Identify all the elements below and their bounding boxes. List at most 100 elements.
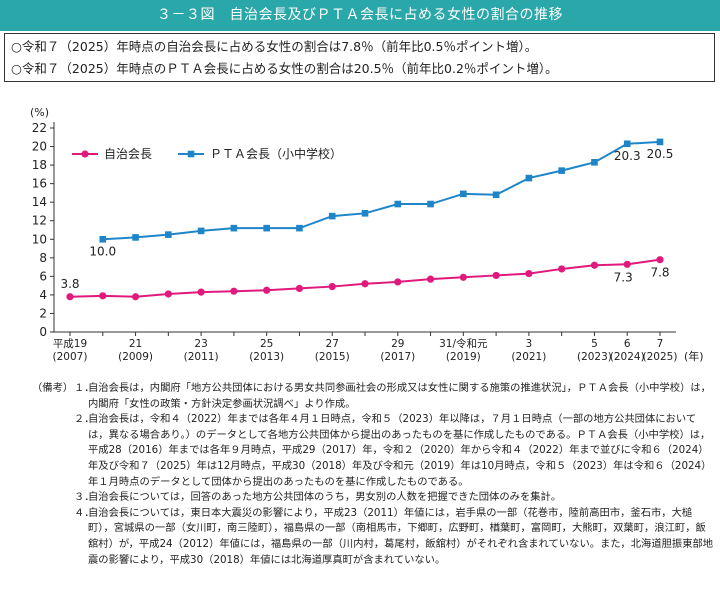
data-point xyxy=(623,140,631,148)
note-item: １． 自治会長は，内閣府「地方公共団体における男女共同参画社会の形成又は女性に関す… xyxy=(74,381,714,412)
note-text: 自治会長については，東日本大震災の影響により，平成23（2011）年値には，岩手… xyxy=(88,506,714,566)
y-tick-label: 2 xyxy=(39,306,47,320)
data-point xyxy=(230,224,238,232)
note-item: ４． 自治会長については，東日本大震災の影響により，平成23（2011）年値には，… xyxy=(74,506,714,568)
summary-line-1: ○令和７（2025）年時点の自治会長に占める女性の割合は7.8％（前年比0.5％… xyxy=(11,39,538,54)
note-text: 自治会長は，令和４（2022）年までは各年４月１日時点，令和５（2023）年以降… xyxy=(88,413,712,488)
data-label: 7.3 xyxy=(614,270,633,284)
data-point xyxy=(66,293,74,301)
data-point xyxy=(394,278,402,286)
y-tick-label: 6 xyxy=(39,269,47,283)
data-point xyxy=(656,256,664,264)
note-text: 自治会長については，回答のあった地方公共団体のうち，男女別の人数を把握できた団体… xyxy=(88,491,562,504)
data-label: 10.0 xyxy=(89,244,116,258)
x-tick-label: (2025) xyxy=(643,351,678,363)
data-label: 7.8 xyxy=(650,266,669,280)
y-axis-unit: (%) xyxy=(30,106,49,119)
x-tick-label: 25 xyxy=(260,338,273,350)
x-tick-label: (2009) xyxy=(118,351,153,363)
data-point xyxy=(132,234,139,241)
x-tick-label: (2019) xyxy=(446,351,481,363)
y-tick-label: 0 xyxy=(39,325,47,339)
y-tick-label: 10 xyxy=(32,232,47,246)
data-point xyxy=(459,273,467,281)
y-tick-label: 16 xyxy=(32,177,47,191)
data-point xyxy=(295,284,304,293)
data-point xyxy=(460,190,467,198)
series-line xyxy=(69,258,661,298)
x-tick-label: 3 xyxy=(526,338,533,350)
data-point xyxy=(263,286,271,294)
legend-label: 自治会長 xyxy=(104,147,152,161)
note-item: ２． 自治会長は，令和４（2022）年までは各年４月１日時点，令和５（2023）年… xyxy=(74,412,714,490)
data-point xyxy=(492,191,500,199)
data-point xyxy=(590,261,599,269)
y-tick-label: 4 xyxy=(39,288,47,302)
data-label: 20.3 xyxy=(614,149,641,163)
data-point xyxy=(361,280,369,288)
data-point xyxy=(197,227,205,235)
x-tick-label: 27 xyxy=(326,338,339,350)
notes-list: １． 自治会長は，内閣府「地方公共団体における男女共同参画社会の形成又は女性に関す… xyxy=(74,381,714,568)
figure-title: ３－３図 自治会長及びＰＴＡ会長に占める女性の割合の推移 xyxy=(0,0,720,31)
x-tick-label: (2015) xyxy=(315,351,350,363)
data-point xyxy=(591,159,598,166)
data-label: 20.5 xyxy=(647,147,674,161)
note-number: ３． xyxy=(74,491,95,504)
series-line xyxy=(102,140,661,241)
y-tick-label: 18 xyxy=(32,158,47,172)
x-tick-label: 5 xyxy=(591,338,598,350)
y-tick-label: 8 xyxy=(39,251,47,265)
x-tick-label: 21 xyxy=(129,338,142,350)
x-tick-label: (2021) xyxy=(511,351,546,363)
data-point xyxy=(197,288,205,296)
x-tick-label: (2013) xyxy=(249,351,284,363)
x-tick-label: (2017) xyxy=(380,351,415,363)
summary-line-2: ○令和７（2025）年時点のＰＴＡ会長に占める女性の割合は20.5％（前年比0.… xyxy=(11,61,558,76)
notes-lead: （備考） xyxy=(32,382,74,394)
x-tick-label: 29 xyxy=(391,338,404,350)
x-tick-label: 6 xyxy=(624,338,631,350)
data-point xyxy=(426,275,435,283)
data-point xyxy=(427,200,434,208)
data-point xyxy=(328,212,336,220)
data-point xyxy=(263,224,270,232)
y-tick-label: 12 xyxy=(32,214,47,228)
data-point xyxy=(558,167,565,174)
data-point xyxy=(558,265,566,273)
note-number: ４． xyxy=(74,506,95,519)
note-text: 自治会長は，内閣府「地方公共団体における男女共同参画社会の形成又は女性に関する施… xyxy=(88,382,711,410)
summary-box: ○令和７（2025）年時点の自治会長に占める女性の割合は7.8％（前年比0.5％… xyxy=(4,33,715,82)
data-point xyxy=(99,292,107,300)
data-point xyxy=(623,260,631,268)
data-point xyxy=(361,210,369,217)
x-tick-label: (2011) xyxy=(184,351,219,363)
data-point xyxy=(164,290,172,298)
data-point xyxy=(525,174,533,182)
x-tick-label: 31/令和元 xyxy=(439,337,488,350)
note-item: ３． 自治会長については，回答のあった地方公共団体のうち，男女別の人数を把握できた… xyxy=(74,490,714,506)
note-number: １． xyxy=(74,382,95,394)
data-point xyxy=(394,200,402,208)
legend-marker xyxy=(81,150,89,158)
data-point xyxy=(492,271,500,280)
legend-label: ＰＴＡ会長（小中学校） xyxy=(210,146,342,161)
data-point xyxy=(230,287,238,295)
line-chart: (%) 0 2 4 6 8 10 12 14 16 18 20 22 平成19 (2007) 21 (2009)… xyxy=(0,96,720,376)
data-point xyxy=(99,235,107,243)
data-point xyxy=(656,138,664,146)
x-tick-label: 平成19 xyxy=(53,338,87,350)
y-tick-label: 22 xyxy=(32,121,47,135)
x-tick-label: 23 xyxy=(194,338,207,350)
data-label: 3.8 xyxy=(60,277,79,291)
x-tick-label: (2007) xyxy=(53,351,88,363)
x-tick-label: (2024) xyxy=(610,351,645,363)
x-tick-label: 7 xyxy=(657,338,664,350)
x-tick-label: (2023) xyxy=(577,351,612,363)
x-axis-unit: (年) xyxy=(684,349,704,363)
data-point xyxy=(328,282,336,291)
chart-svg: (%) 0 2 4 6 8 10 12 14 16 18 20 22 平成19(2007) 21(2009)… xyxy=(30,106,704,363)
data-point xyxy=(131,293,140,301)
note-number: ２． xyxy=(74,413,95,426)
data-point xyxy=(296,224,303,232)
